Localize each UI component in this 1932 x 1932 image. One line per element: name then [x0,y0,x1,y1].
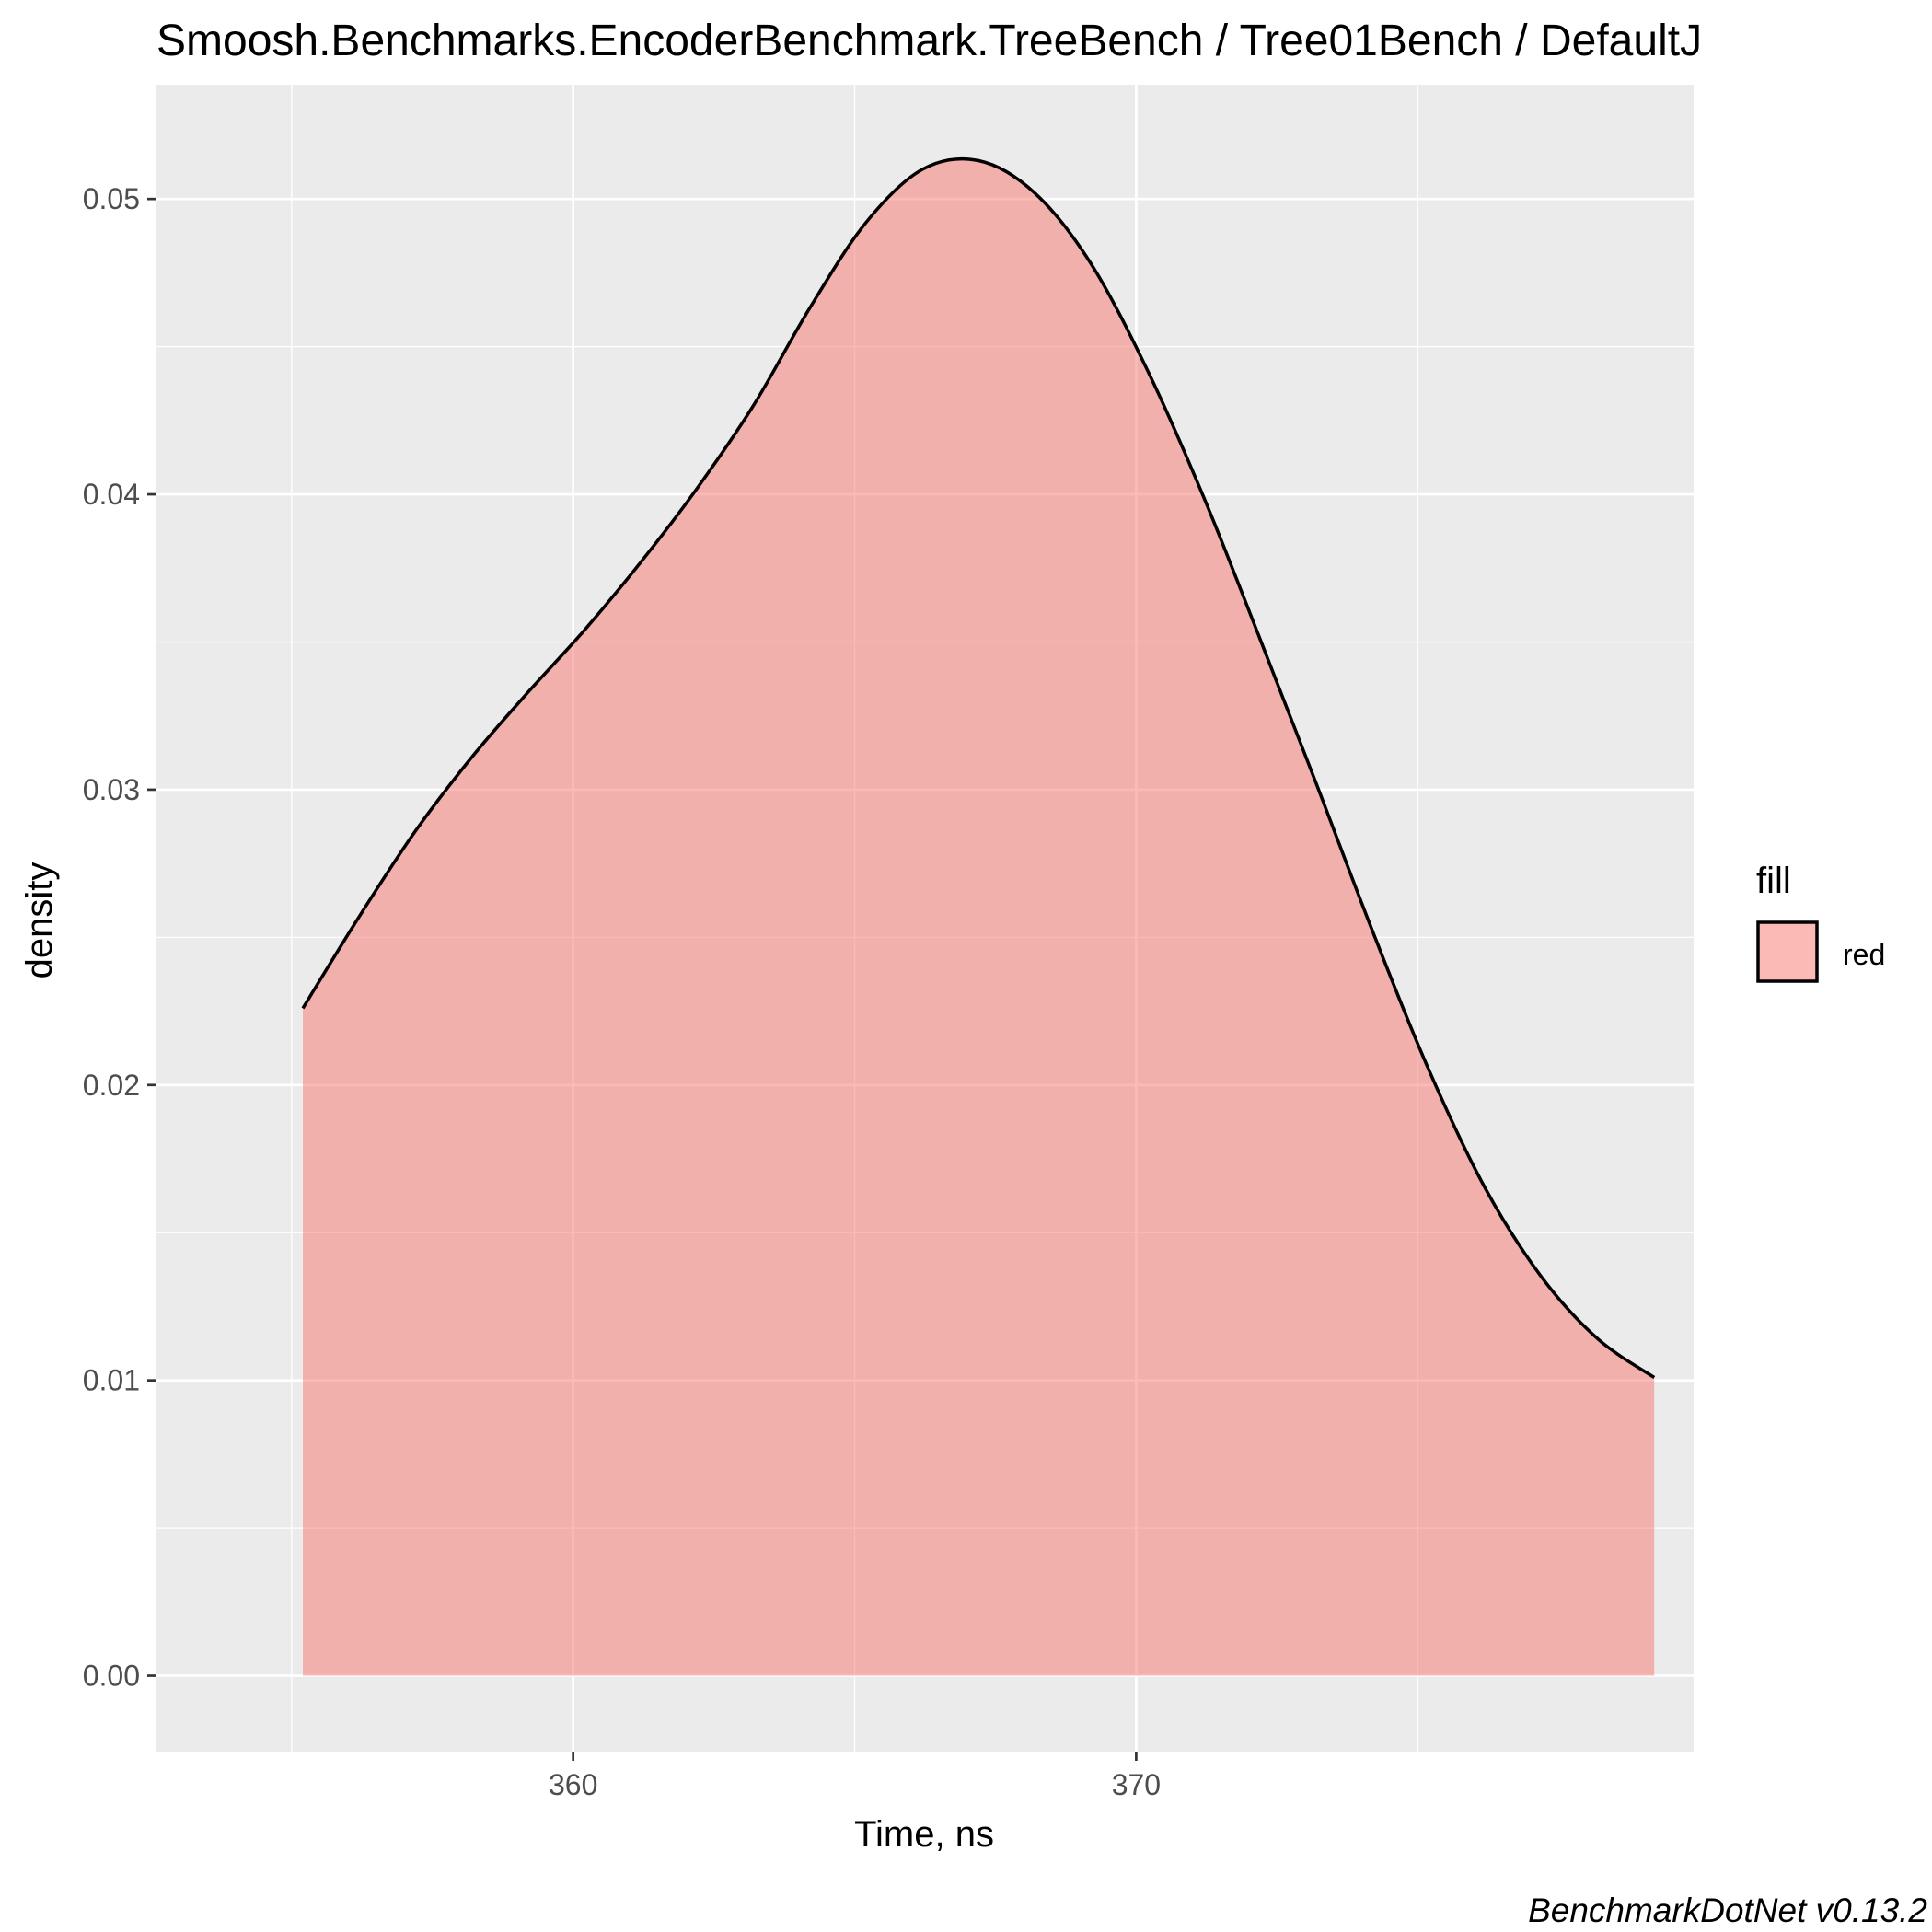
y-tick-label: 0.01 [83,1364,140,1397]
legend: fill red [1756,861,1885,983]
chart-title: Smoosh.Benchmarks.EncoderBenchmark.TreeB… [156,17,1702,65]
legend-key-red [1756,920,1819,983]
y-tick-label: 0.05 [83,182,140,215]
y-axis: 0.00 0.01 0.02 0.03 0.04 0.05 [83,182,156,1693]
x-axis-label: Time, ns [854,1814,994,1855]
y-tick-label: 0.02 [83,1069,140,1102]
density-area [303,158,1655,1676]
y-tick-label: 0.00 [83,1660,140,1693]
y-tick-label: 0.04 [83,478,140,511]
y-tick-label: 0.03 [83,773,140,806]
series-layer [301,156,1656,1676]
x-tick-label: 360 [549,1768,597,1801]
density-curve [301,156,1656,1379]
x-tick-label: 370 [1112,1768,1161,1801]
legend-label-red: red [1843,938,1885,971]
legend-title: fill [1756,861,1791,901]
caption: BenchmarkDotNet v0.13.2 [1528,1892,1927,1929]
x-axis: 360 370 [549,1752,1161,1801]
y-axis-label: density [19,862,60,979]
